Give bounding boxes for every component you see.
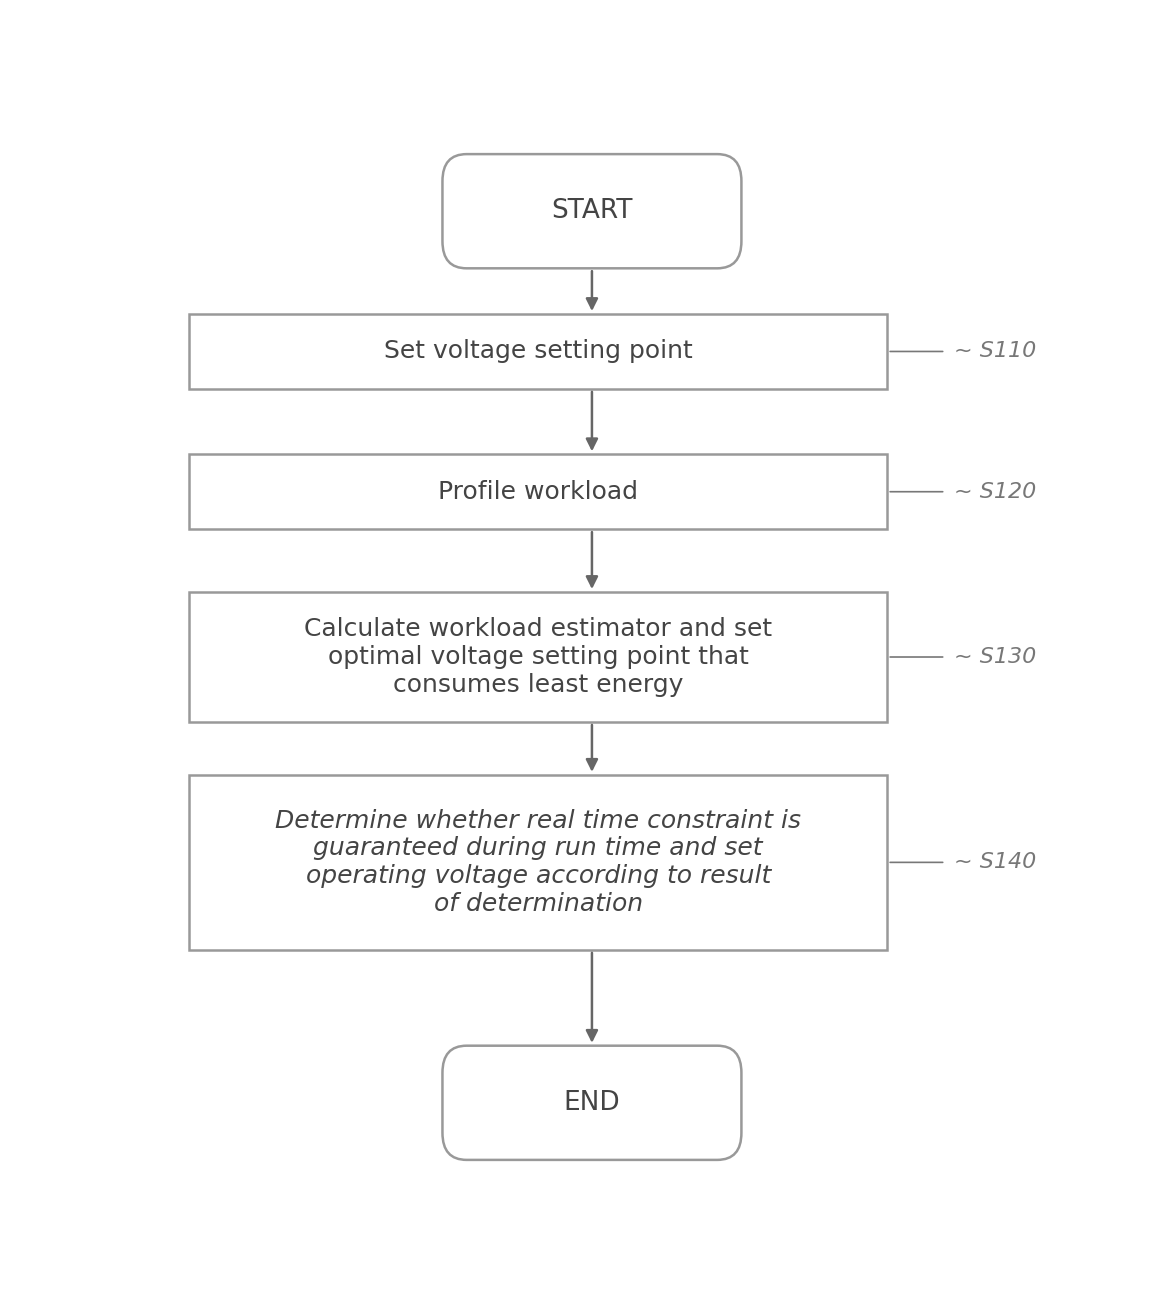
Text: START: START [551,198,633,224]
Text: ~ S110: ~ S110 [954,341,1037,362]
FancyBboxPatch shape [189,592,887,722]
Text: Set voltage setting point: Set voltage setting point [383,340,693,363]
Text: END: END [564,1090,620,1116]
Text: Profile workload: Profile workload [438,480,639,503]
Text: Calculate workload estimator and set
optimal voltage setting point that
consumes: Calculate workload estimator and set opt… [304,617,773,697]
Text: ~ S130: ~ S130 [954,647,1037,667]
Text: Determine whether real time constraint is
guaranteed during run time and set
ope: Determine whether real time constraint i… [275,809,802,916]
FancyBboxPatch shape [442,1046,742,1160]
Text: ~ S120: ~ S120 [954,481,1037,502]
FancyBboxPatch shape [189,774,887,950]
FancyBboxPatch shape [189,454,887,530]
FancyBboxPatch shape [189,314,887,389]
FancyBboxPatch shape [442,154,742,268]
Text: ~ S140: ~ S140 [954,852,1037,873]
